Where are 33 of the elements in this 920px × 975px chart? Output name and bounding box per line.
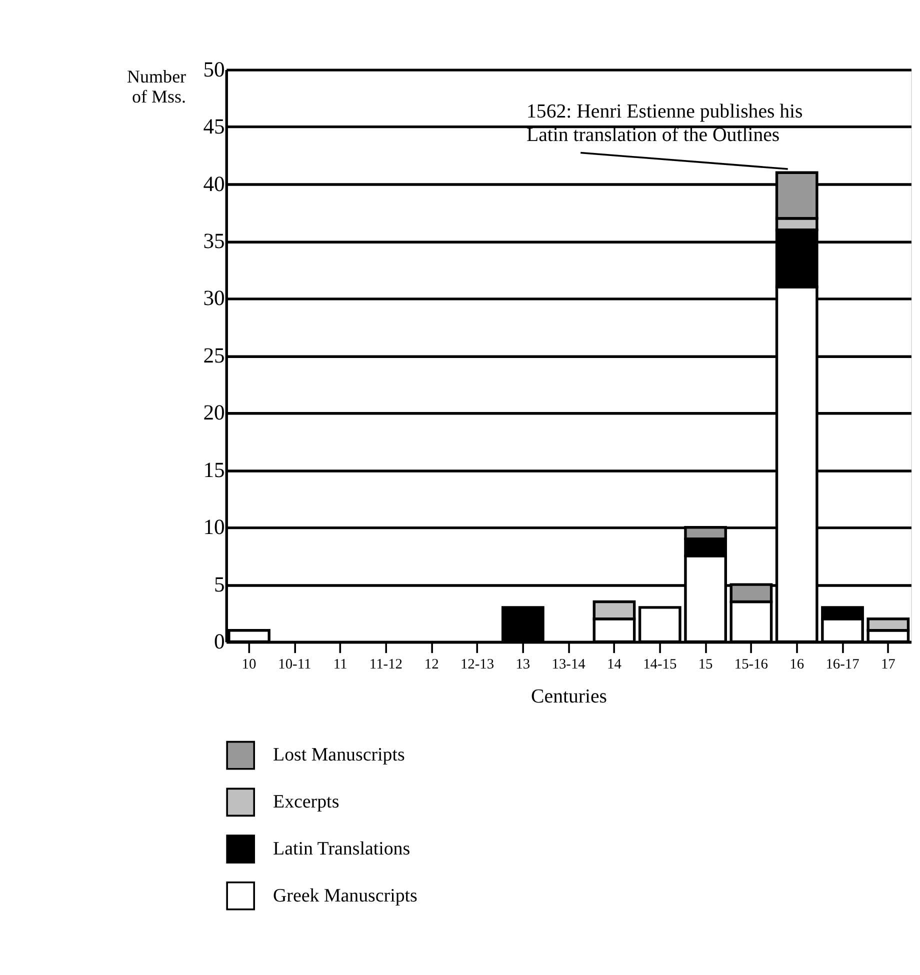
legend-label: Greek Manuscripts [273, 885, 418, 906]
y-tick-label: 35 [203, 229, 225, 254]
x-tick-label: 12 [424, 656, 439, 672]
y-tick-label: 50 [203, 57, 225, 82]
x-tick-label: 11-12 [369, 656, 402, 672]
x-tick-label: 14 [607, 656, 622, 672]
x-tick-label: 17 [880, 656, 896, 672]
y-tick-label: 5 [214, 572, 225, 596]
x-tick-label: 15-16 [734, 656, 768, 672]
y-tick-label: 25 [203, 343, 225, 368]
x-tick-label: 16 [790, 656, 804, 672]
y-tick-label: 30 [203, 286, 225, 310]
x-tick-label: 11 [333, 656, 348, 672]
annotation: 1562: Henri Estienne publishes his Latin translation of the Outlines [526, 100, 803, 146]
x-tick-label: 10 [242, 656, 256, 672]
y-tick-label: 40 [203, 172, 225, 196]
y-tick-label: 10 [203, 515, 225, 540]
y-tick-label: 20 [203, 400, 225, 425]
x-tick-label: 10-11 [278, 656, 312, 672]
legend-label: Lost Manuscripts [273, 744, 405, 766]
x-axis-title: Centuries [531, 686, 607, 708]
y-tick-label: 45 [203, 114, 225, 139]
x-tick-label: 16-17 [826, 656, 860, 672]
legend-label: Excerpts [273, 792, 340, 813]
y-axis-title: Number of Mss. [127, 66, 186, 106]
x-tick-label: 14-15 [643, 656, 677, 672]
legend-label: Latin Translations [273, 838, 410, 860]
x-tick-label: 12-13 [460, 656, 494, 672]
x-tick-label: 13-14 [552, 656, 586, 672]
x-tick-label: 15 [698, 656, 713, 672]
x-tick-label: 13 [516, 656, 530, 672]
y-tick-label: 0 [214, 630, 225, 654]
y-tick-label: 15 [203, 458, 225, 482]
